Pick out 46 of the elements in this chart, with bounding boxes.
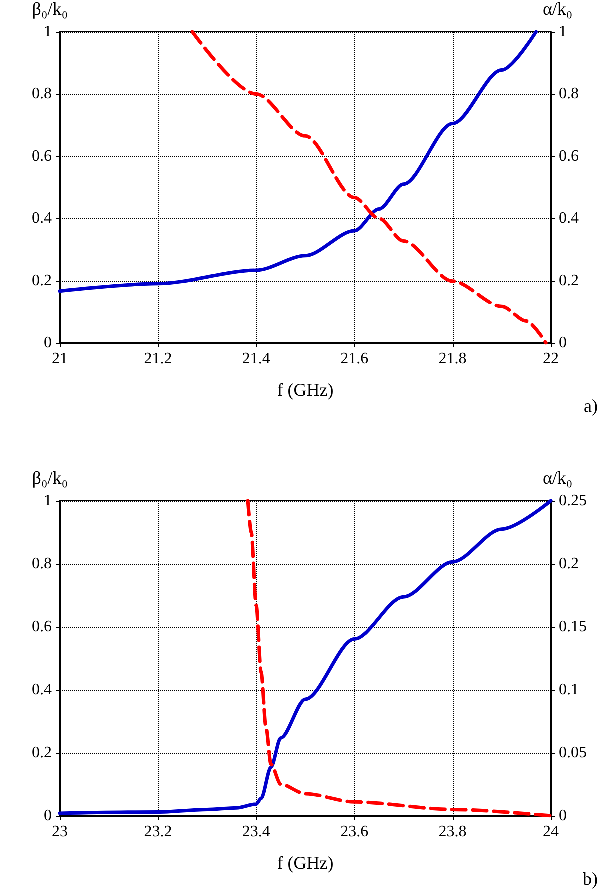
y-tick-label: 0.2 (32, 272, 52, 290)
y2-axis-title: α/k₀ (543, 468, 573, 488)
x-tick-label: 21.2 (144, 350, 172, 368)
y-tick-label: 0 (44, 808, 52, 824)
x-tick-label: 21 (52, 350, 68, 368)
y2-tick-label: 0 (559, 334, 567, 352)
y2-axis-title: α/k₀ (543, 0, 573, 19)
y2-tick-label: 0.2 (559, 556, 579, 572)
y-axis-title: β₀/k₀ (32, 0, 68, 19)
line-series (190, 30, 548, 345)
y2-tick-label: 0.25 (559, 492, 587, 510)
y-tick-label: 0.4 (32, 682, 52, 698)
y-tick-label: 0.8 (32, 86, 52, 103)
y-tick-label: 0.2 (32, 744, 52, 762)
y2-tick-label: 0.05 (559, 744, 587, 762)
y-tick-label: 0.6 (32, 618, 52, 636)
y-tick-label: 1 (44, 24, 52, 40)
x-tick-label: 23.2 (144, 824, 172, 840)
x-tick-label: 21.8 (438, 350, 467, 368)
x-tick-label: 23.4 (242, 824, 270, 840)
y2-tick-label: 0.4 (559, 210, 579, 228)
x-tick-label: 23 (52, 824, 68, 840)
text: b) (583, 869, 598, 889)
y2-tick-label: 0 (559, 808, 567, 824)
x-axis-title: f (GHz) (277, 380, 334, 400)
y2-tick-label: 0.2 (559, 272, 579, 290)
x-tick-label: 23.6 (340, 824, 369, 840)
y2-tick-label: 0.6 (559, 148, 579, 165)
y-tick-label: 0.8 (32, 556, 52, 572)
y-tick-label: 0.6 (32, 148, 52, 165)
x-tick-label: 22 (543, 350, 559, 368)
y-axis-title: β₀/k₀ (32, 468, 68, 488)
y2-tick-label: 0.15 (559, 618, 587, 636)
y2-tick-label: 0.8 (559, 86, 579, 103)
x-tick-label: 21.4 (242, 350, 270, 368)
text: a) (584, 396, 598, 416)
y-tick-label: 0 (44, 334, 52, 352)
y2-tick-label: 1 (559, 24, 567, 40)
x-tick-label: 21.6 (340, 350, 369, 368)
x-axis-title: f (GHz) (277, 853, 334, 873)
x-tick-label: 23.8 (438, 824, 467, 840)
line-series (58, 30, 538, 294)
y2-tick-label: 0.1 (559, 682, 579, 698)
x-tick-label: 24 (543, 824, 559, 840)
y-tick-label: 1 (44, 492, 52, 510)
y-tick-label: 0.4 (32, 210, 52, 228)
